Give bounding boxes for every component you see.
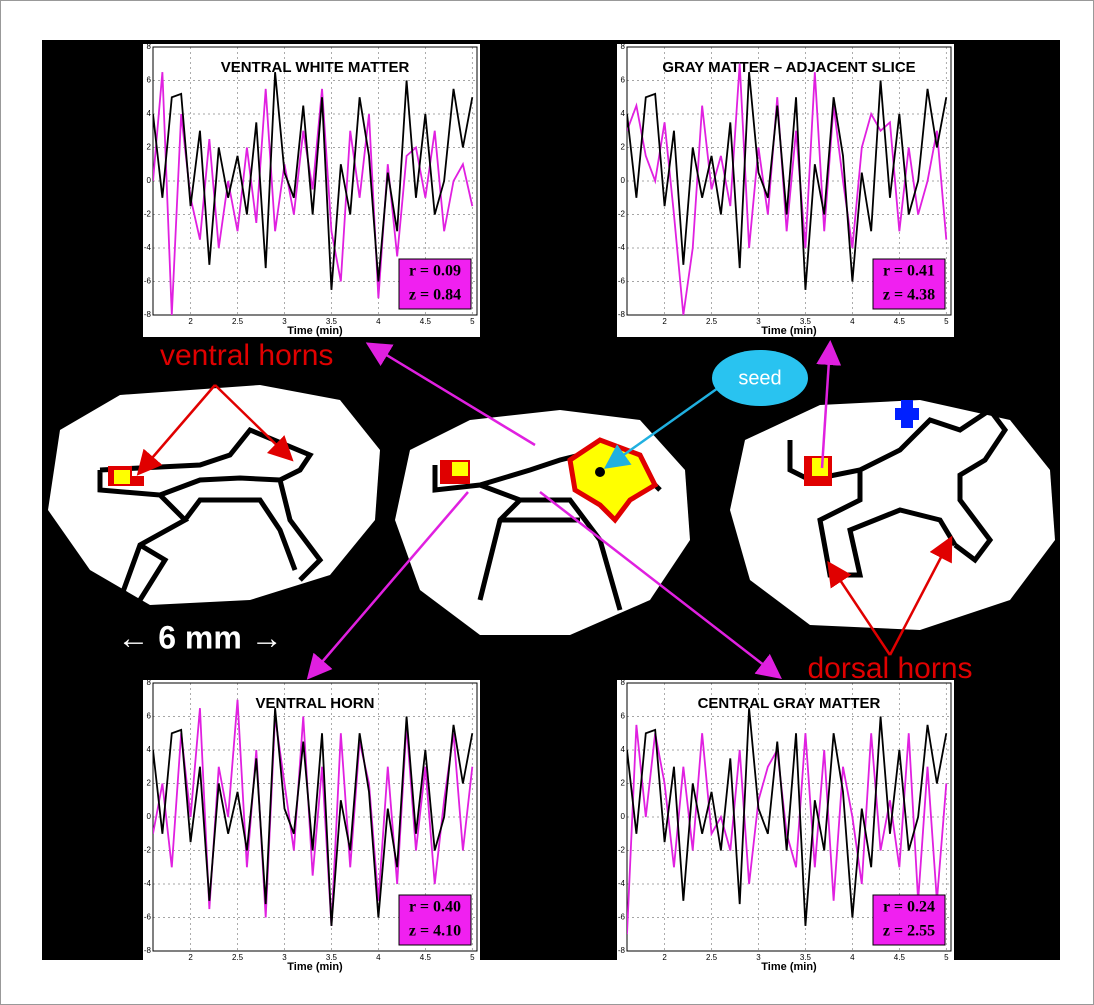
stats-label: r = 0.09 xyxy=(409,263,461,280)
y-tick-label: 6 xyxy=(621,712,626,721)
y-tick-label: 6 xyxy=(147,76,152,85)
y-tick-label: 4 xyxy=(147,745,152,754)
seed-label: seed xyxy=(738,367,781,389)
y-tick-label: -8 xyxy=(618,946,626,955)
chart-title: CENTRAL GRAY MATTER xyxy=(698,695,881,712)
x-tick-label: 2.5 xyxy=(232,317,244,326)
x-axis-label: Time (min) xyxy=(761,961,817,973)
x-tick-label: 4 xyxy=(850,317,855,326)
x-tick-label: 4.5 xyxy=(894,953,906,962)
y-tick-label: 2 xyxy=(147,779,152,788)
x-tick-label: 2 xyxy=(188,317,193,326)
y-tick-label: -2 xyxy=(144,210,152,219)
y-tick-label: -6 xyxy=(618,913,626,922)
slice-left xyxy=(48,385,380,605)
y-tick-label: 2 xyxy=(621,779,626,788)
y-tick-label: -2 xyxy=(144,846,152,855)
y-tick-label: 4 xyxy=(621,109,626,118)
y-tick-label: -2 xyxy=(618,210,626,219)
x-axis-label: Time (min) xyxy=(287,961,343,973)
stats-label: r = 0.24 xyxy=(883,899,935,916)
y-tick-label: 2 xyxy=(621,143,626,152)
x-tick-label: 4.5 xyxy=(894,317,906,326)
y-tick-label: -4 xyxy=(144,243,152,252)
stats-label: r = 0.41 xyxy=(883,263,935,280)
x-tick-label: 4 xyxy=(850,953,855,962)
x-tick-label: 4 xyxy=(376,953,381,962)
stats-label: z = 2.55 xyxy=(883,923,935,940)
y-tick-label: -4 xyxy=(618,879,626,888)
x-tick-label: 2.5 xyxy=(706,953,718,962)
stats-label: z = 0.84 xyxy=(409,287,461,304)
y-tick-label: 6 xyxy=(147,712,152,721)
y-tick-label: 4 xyxy=(621,745,626,754)
y-tick-label: 8 xyxy=(147,678,152,687)
y-tick-label: 2 xyxy=(147,143,152,152)
x-tick-label: 5 xyxy=(470,317,475,326)
x-tick-label: 2 xyxy=(662,317,667,326)
x-axis-label: Time (min) xyxy=(761,325,817,337)
x-tick-label: 2.5 xyxy=(232,953,244,962)
y-tick-label: -4 xyxy=(618,243,626,252)
dorsal-horns-label: dorsal horns xyxy=(807,652,972,685)
y-tick-label: -2 xyxy=(618,846,626,855)
chart-title: GRAY MATTER – ADJACENT SLICE xyxy=(662,59,915,76)
slice-right xyxy=(730,400,1055,630)
x-tick-label: 4 xyxy=(376,317,381,326)
x-tick-label: 2 xyxy=(188,953,193,962)
ventral-horns-label: ventral horns xyxy=(160,339,333,372)
y-tick-label: 0 xyxy=(621,812,626,821)
x-axis-label: Time (min) xyxy=(287,325,343,337)
y-tick-label: -6 xyxy=(618,277,626,286)
y-tick-label: -8 xyxy=(144,946,152,955)
slice-middle xyxy=(395,410,690,635)
x-tick-label: 4.5 xyxy=(420,317,432,326)
y-tick-label: 6 xyxy=(621,76,626,85)
x-tick-label: 5 xyxy=(470,953,475,962)
y-tick-label: 8 xyxy=(621,42,626,51)
x-tick-label: 4.5 xyxy=(420,953,432,962)
figure: ventral horns seed ← 6 mm → dorsal horns… xyxy=(0,0,1094,1005)
y-tick-label: 0 xyxy=(147,176,152,185)
x-tick-label: 5 xyxy=(944,953,949,962)
y-tick-label: -4 xyxy=(144,879,152,888)
y-tick-label: 0 xyxy=(621,176,626,185)
chart-title: VENTRAL HORN xyxy=(256,695,375,712)
y-tick-label: -8 xyxy=(618,310,626,319)
stats-label: r = 0.40 xyxy=(409,899,461,916)
line-chart: -8-6-4-20246822.533.544.55Time (min)CENT… xyxy=(617,678,954,973)
y-tick-label: 0 xyxy=(147,812,152,821)
y-tick-label: 8 xyxy=(621,678,626,687)
y-tick-label: -6 xyxy=(144,277,152,286)
y-tick-label: -8 xyxy=(144,310,152,319)
x-tick-label: 5 xyxy=(944,317,949,326)
stats-label: z = 4.10 xyxy=(409,923,461,940)
y-tick-label: 4 xyxy=(147,109,152,118)
chart-title: VENTRAL WHITE MATTER xyxy=(221,59,410,76)
x-tick-label: 2.5 xyxy=(706,317,718,326)
stats-label: z = 4.38 xyxy=(883,287,935,304)
y-tick-label: 8 xyxy=(147,42,152,51)
scale-label: ← 6 mm → xyxy=(117,619,282,655)
y-tick-label: -6 xyxy=(144,913,152,922)
x-tick-label: 2 xyxy=(662,953,667,962)
